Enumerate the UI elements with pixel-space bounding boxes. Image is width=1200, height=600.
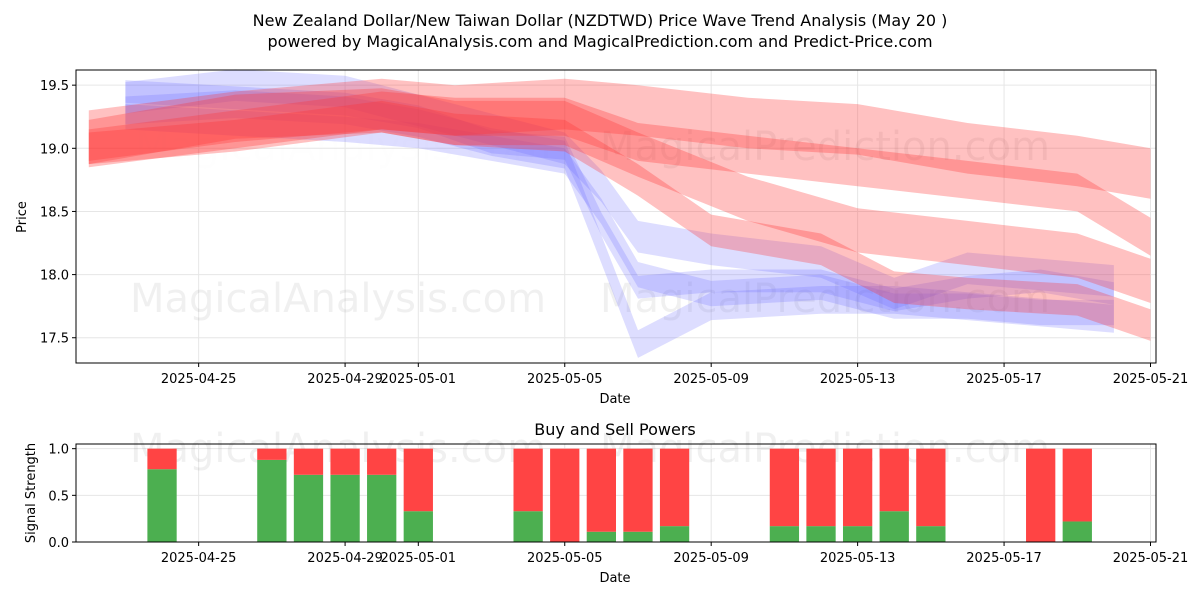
- signal-x-tick-label: 2025-05-21: [1113, 551, 1189, 566]
- signal-x-tick-label: 2025-05-09: [673, 551, 749, 566]
- signal-chart: Buy and Sell Powers MagicalAnalysis.com …: [24, 420, 1188, 586]
- signal-y-ticks: 0.0 0.5 1.0: [48, 443, 76, 551]
- main-y-tick-label: 18.0: [40, 269, 69, 284]
- blue-wave-band-3: [125, 104, 1114, 326]
- sell-bar: [550, 448, 580, 542]
- main-y-tick-label: 18.5: [40, 205, 69, 220]
- main-y-ticks: 17.5 18.0 18.5 19.0 19.5: [40, 79, 76, 347]
- chart-title-line1: New Zealand Dollar/New Taiwan Dollar (NZ…: [253, 11, 948, 30]
- buy-bar: [257, 459, 287, 542]
- buy-bar: [879, 511, 909, 542]
- sell-bar: [367, 448, 397, 475]
- main-x-tick-label: 2025-05-05: [527, 372, 603, 387]
- main-x-tick-label: 2025-05-01: [381, 372, 457, 387]
- sell-bar: [586, 448, 616, 532]
- buy-bar: [623, 531, 653, 542]
- buy-bar: [1062, 521, 1092, 542]
- signal-chart-title: Buy and Sell Powers: [534, 420, 696, 439]
- sell-bar: [147, 448, 177, 470]
- signal-y-axis-label: Signal Strength: [24, 443, 39, 543]
- main-x-tick-label: 2025-05-17: [966, 372, 1042, 387]
- blue-wave-band-2: [125, 69, 1114, 310]
- signal-x-axis-label: Date: [599, 571, 630, 586]
- main-watermarks: MagicalAnalysis.com MagicalPrediction.co…: [130, 124, 1050, 322]
- main-x-tick-label: 2025-05-09: [673, 372, 749, 387]
- main-wave-bands: [88, 69, 1151, 358]
- buy-bar: [916, 526, 946, 542]
- watermark-prediction-main-bottom: MagicalPrediction.com: [600, 276, 1050, 322]
- chart-title-line2: powered by MagicalAnalysis.com and Magic…: [267, 32, 932, 51]
- signal-plot-frame: [75, 443, 1157, 543]
- main-price-chart: MagicalAnalysis.com MagicalPrediction.co…: [15, 69, 1188, 407]
- buy-bar: [769, 526, 800, 542]
- main-x-tick-label: 2025-04-25: [161, 372, 237, 387]
- buy-bar: [842, 526, 873, 542]
- blue-wave-band-1: [125, 90, 1114, 358]
- buy-bar: [403, 511, 433, 542]
- sell-bar: [330, 448, 360, 475]
- sell-bar: [623, 448, 653, 532]
- signal-x-tick-label: 2025-04-25: [161, 551, 237, 566]
- red-wave-band-3: [88, 100, 1151, 341]
- sell-bar: [1026, 448, 1056, 542]
- main-x-tick-label: 2025-04-29: [307, 372, 383, 387]
- sell-bar: [842, 448, 873, 527]
- red-wave-band-0: [88, 91, 1151, 256]
- sell-bar: [879, 448, 909, 512]
- signal-bars: [147, 448, 1092, 542]
- sell-bar: [769, 448, 800, 527]
- main-grid: [76, 70, 1156, 363]
- main-x-axis-label: Date: [599, 392, 630, 407]
- buy-bar: [147, 469, 177, 542]
- sell-bar: [806, 448, 836, 527]
- signal-x-tick-label: 2025-05-17: [966, 551, 1042, 566]
- main-y-tick-label: 17.5: [40, 332, 69, 347]
- buy-bar: [659, 526, 690, 542]
- signal-x-tick-label: 2025-05-01: [381, 551, 457, 566]
- main-x-tick-label: 2025-05-21: [1113, 372, 1189, 387]
- main-y-tick-label: 19.0: [40, 142, 69, 157]
- sell-bar: [659, 448, 690, 527]
- main-x-tick-label: 2025-05-13: [820, 372, 896, 387]
- buy-bar: [806, 526, 836, 542]
- buy-bar: [293, 474, 324, 542]
- signal-y-tick-label: 1.0: [48, 443, 69, 458]
- buy-bar: [586, 531, 616, 542]
- sell-bar: [293, 448, 324, 475]
- sell-bar: [403, 448, 433, 512]
- signal-y-tick-label: 0.5: [48, 489, 69, 504]
- signal-x-tick-label: 2025-05-05: [527, 551, 603, 566]
- main-y-axis-label: Price: [15, 201, 30, 233]
- watermark-prediction-main-top: MagicalPrediction.com: [600, 124, 1050, 170]
- buy-bar: [513, 511, 543, 542]
- signal-x-tick-label: 2025-04-29: [307, 551, 383, 566]
- sell-bar: [916, 448, 946, 527]
- red-wave-band-1: [88, 88, 1151, 303]
- sell-bar: [1062, 448, 1092, 522]
- signal-y-tick-label: 0.0: [48, 536, 69, 551]
- main-plot-frame: [75, 69, 1157, 364]
- watermark-analysis-main-bottom: MagicalAnalysis.com: [130, 276, 546, 322]
- sell-bar: [257, 448, 287, 460]
- buy-bar: [367, 474, 397, 542]
- red-wave-band-2: [88, 78, 1151, 199]
- signal-x-tick-label: 2025-05-13: [820, 551, 896, 566]
- blue-wave-band-0: [125, 80, 1114, 312]
- main-y-tick-label: 19.5: [40, 79, 69, 94]
- buy-bar: [330, 474, 360, 542]
- sell-bar: [513, 448, 543, 512]
